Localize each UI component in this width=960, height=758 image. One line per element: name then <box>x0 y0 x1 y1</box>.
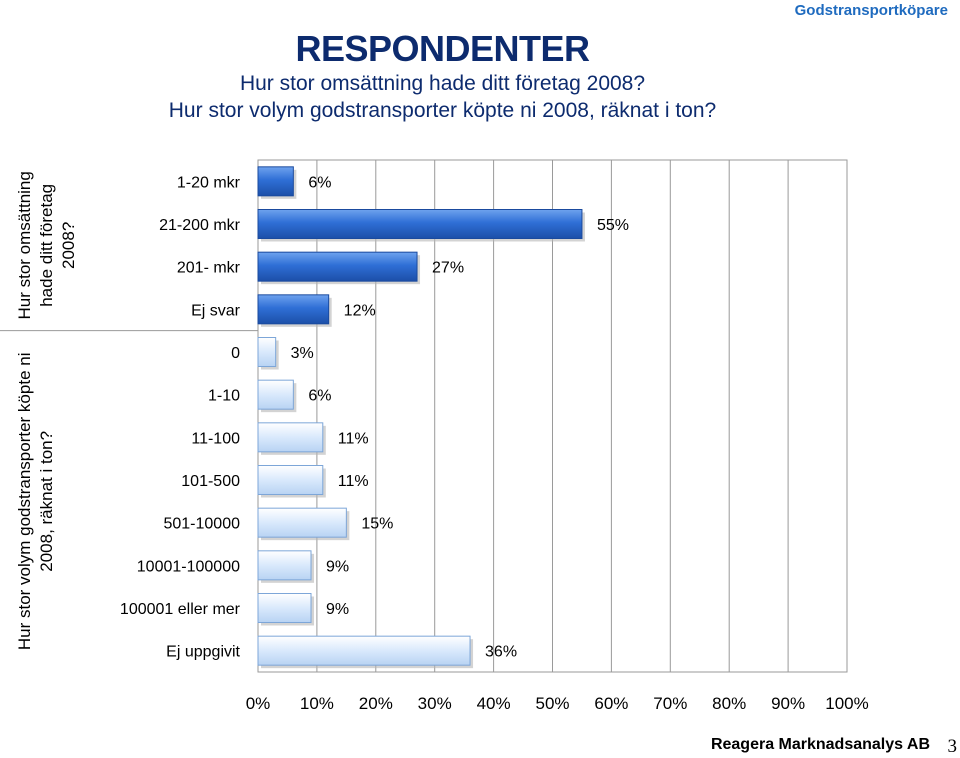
x-tick-label: 20% <box>359 694 393 713</box>
group-label: hade ditt företag <box>37 184 56 307</box>
bars <box>257 166 585 669</box>
page-number: 3 <box>947 736 958 757</box>
corner-label: Godstransportköpare <box>794 2 948 19</box>
x-tick-label: 60% <box>594 694 628 713</box>
gridlines <box>0 159 848 673</box>
category-label: 0 <box>231 345 240 362</box>
group-label: 2008? <box>59 222 78 269</box>
labels: 0% 10% 20% 30% 40% 50% 60% 70% 80% 90% 100% 1-20 mk… <box>15 171 869 713</box>
data-label: 11% <box>338 473 369 490</box>
bar <box>257 251 418 282</box>
category-label: 11-100 <box>191 430 240 447</box>
x-tick-label: 70% <box>653 694 687 713</box>
data-label: 6% <box>308 174 331 191</box>
page-title: RESPONDENTER <box>295 28 590 69</box>
x-tick-label: 40% <box>477 694 511 713</box>
category-label: 201- mkr <box>177 260 241 277</box>
x-tick-label: 80% <box>712 694 746 713</box>
data-label: 11% <box>338 430 369 447</box>
bar <box>257 337 277 367</box>
subtitle-1: Hur stor omsättning hade ditt företag 20… <box>239 72 646 95</box>
data-label: 15% <box>361 516 393 533</box>
data-label: 27% <box>432 260 464 277</box>
company-footer: Reagera Marknadsanalys AB <box>710 736 930 753</box>
category-label: 101-500 <box>181 473 240 490</box>
category-label: 501-10000 <box>163 516 240 533</box>
subtitle-2: Hur stor volym godstransporter köpte ni … <box>168 99 717 122</box>
x-tick-label: 0% <box>246 694 271 713</box>
data-label: 12% <box>344 302 376 319</box>
bar <box>257 379 294 410</box>
x-tick-label: 30% <box>418 694 452 713</box>
bar <box>257 550 312 581</box>
x-tick-label: 50% <box>535 694 569 713</box>
data-label: 55% <box>597 217 629 234</box>
data-label: 36% <box>485 644 517 661</box>
group-label: Hur stor volym godstransporter köpte ni <box>15 353 34 651</box>
data-label: 6% <box>308 388 331 405</box>
category-label: 1-20 mkr <box>177 174 241 191</box>
bar <box>257 294 330 325</box>
bar <box>257 166 294 197</box>
bar <box>257 465 324 495</box>
group-label: Hur stor omsättning <box>15 171 34 319</box>
bar <box>257 593 312 623</box>
bar <box>257 507 347 538</box>
category-label: 100001 eller mer <box>120 601 241 618</box>
group-label: 2008, räknat i ton? <box>37 431 56 572</box>
category-label: Ej svar <box>191 302 241 319</box>
bar <box>257 209 583 239</box>
bar <box>257 422 324 453</box>
category-label: 21-200 mkr <box>159 217 241 234</box>
x-tick-label: 10% <box>300 694 334 713</box>
category-label: 10001-100000 <box>137 558 240 575</box>
x-tick-label: 90% <box>771 694 805 713</box>
bar <box>257 635 471 666</box>
data-label: 3% <box>291 345 314 362</box>
category-label: 1-10 <box>208 388 240 405</box>
data-label: 9% <box>326 558 349 575</box>
category-label: Ej uppgivit <box>166 644 240 661</box>
x-tick-label: 100% <box>825 694 868 713</box>
data-label: 9% <box>326 601 349 618</box>
